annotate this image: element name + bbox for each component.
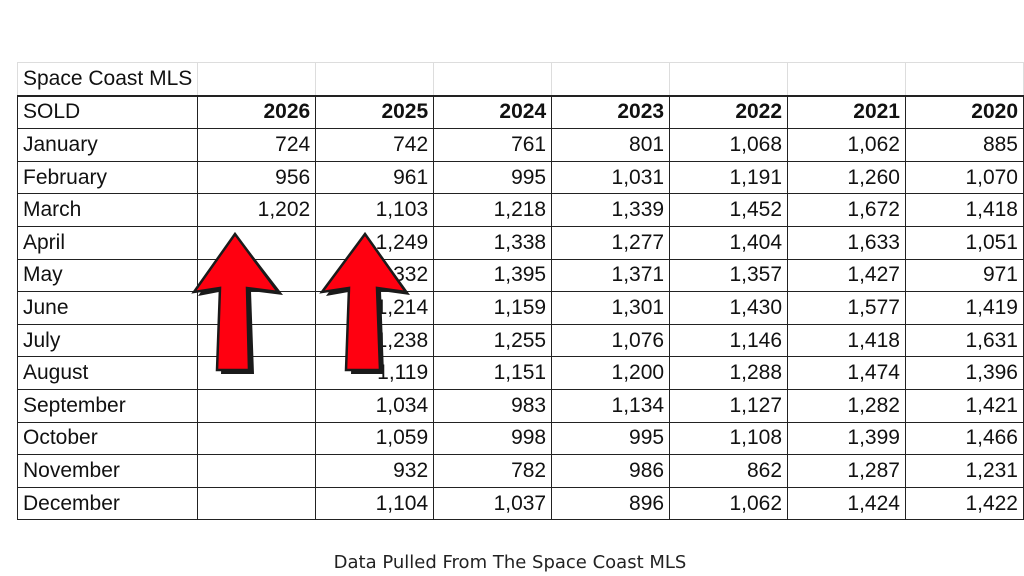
value-cell: 1,031 (551, 160, 671, 195)
value-cell: 1,034 (315, 388, 435, 423)
value-cell: 1,418 (904, 193, 1024, 227)
value-cell: 1,282 (787, 388, 906, 423)
value-cell: 1,202 (197, 193, 317, 227)
value-cell: 1,301 (551, 291, 671, 325)
value-cell: 1,466 (904, 421, 1024, 456)
value-cell: 1,076 (551, 323, 671, 358)
value-cell: 1,452 (669, 193, 789, 227)
month-cell: April (16, 225, 199, 260)
year-header: 2021 (787, 95, 906, 130)
value-cell: 1,277 (551, 225, 671, 260)
up-arrow-icon (319, 231, 410, 374)
value-cell: 1,255 (433, 323, 553, 358)
table-row: November 932 782 986 862 1,287 1,231 (16, 454, 1024, 488)
value-cell: 1,424 (787, 486, 906, 521)
value-cell: 1,051 (904, 225, 1024, 260)
value-cell: 1,108 (669, 421, 789, 456)
value-cell: 983 (433, 388, 553, 423)
value-cell: 1,404 (669, 225, 789, 260)
value-cell: 995 (433, 160, 553, 195)
month-cell: October (16, 421, 199, 456)
value-cell: 1,059 (315, 421, 435, 456)
value-cell: 1,146 (669, 323, 789, 358)
value-cell: 1,070 (904, 160, 1024, 195)
value-cell: 1,104 (315, 486, 435, 521)
table-row: April 1,249 1,338 1,277 1,404 1,633 1,051 (16, 225, 1024, 260)
month-cell: May (16, 258, 199, 293)
value-cell: 932 (315, 454, 435, 488)
value-cell: 1,430 (669, 291, 789, 325)
value-cell: 862 (669, 454, 789, 488)
table-row: December 1,104 1,037 896 1,062 1,424 1,422 (16, 486, 1024, 521)
value-cell (197, 388, 317, 423)
month-cell: March (16, 193, 199, 227)
month-cell: November (16, 454, 199, 488)
month-cell: June (16, 291, 199, 325)
value-cell: 1,399 (787, 421, 906, 456)
value-cell: 1,427 (787, 258, 906, 293)
value-cell: 896 (551, 486, 671, 521)
value-cell: 742 (315, 128, 435, 162)
value-cell: 1,633 (787, 225, 906, 260)
year-header: 2022 (669, 95, 789, 130)
month-cell: February (16, 160, 199, 195)
table-title: Space Coast MLS (16, 61, 199, 97)
value-cell: 1,062 (669, 486, 789, 521)
value-cell: 1,231 (904, 454, 1024, 488)
title-row: Space Coast MLS (16, 61, 1024, 97)
value-cell: 885 (904, 128, 1024, 162)
month-cell: January (16, 128, 199, 162)
value-cell: 1,395 (433, 258, 553, 293)
month-cell: July (16, 323, 199, 358)
value-cell (197, 291, 317, 325)
table-row: March 1,202 1,103 1,218 1,339 1,452 1,672 1,418 (16, 193, 1024, 227)
value-cell: 1,419 (904, 291, 1024, 325)
value-cell: 801 (551, 128, 671, 162)
year-header: 2026 (197, 95, 317, 130)
value-cell: 1,037 (433, 486, 553, 521)
table-row: June 1,214 1,159 1,301 1,430 1,577 1,419 (16, 291, 1024, 325)
caption: Data Pulled From The Space Coast MLS (333, 552, 687, 573)
table-row: September 1,034 983 1,134 1,127 1,282 1,421 (16, 388, 1024, 423)
value-cell: 1,474 (787, 356, 906, 390)
row-header: SOLD (16, 95, 199, 130)
value-cell: 1,134 (551, 388, 671, 423)
value-cell: 998 (433, 421, 553, 456)
value-cell: 1,338 (433, 225, 553, 260)
value-cell: 1,218 (433, 193, 553, 227)
value-cell: 724 (197, 128, 317, 162)
value-cell (197, 225, 317, 260)
up-arrow-icon (191, 231, 283, 374)
year-header: 2023 (551, 95, 671, 130)
month-cell: December (16, 486, 199, 521)
value-cell (197, 486, 317, 521)
value-cell: 1,422 (904, 486, 1024, 521)
year-header: 2025 (315, 95, 435, 130)
sales-table: Space Coast MLS SOLD 2026 2025 2024 2023 2022 2… (16, 61, 1024, 521)
value-cell: 1,127 (669, 388, 789, 423)
value-cell: 1,357 (669, 258, 789, 293)
table-row: February 956 961 995 1,031 1,191 1,260 1,070 (16, 160, 1024, 195)
value-cell: 1,421 (904, 388, 1024, 423)
header-row: SOLD 2026 2025 2024 2023 2022 2021 2020 (16, 95, 1024, 130)
value-cell: 1,068 (669, 128, 789, 162)
value-cell: 961 (315, 160, 435, 195)
table-row: October 1,059 998 995 1,108 1,399 1,466 (16, 421, 1024, 456)
year-header: 2024 (433, 95, 553, 130)
month-cell: August (16, 356, 199, 390)
table-row: July 1,238 1,255 1,076 1,146 1,418 1,631 (16, 323, 1024, 358)
value-cell: 1,103 (315, 193, 435, 227)
year-header: 2020 (904, 95, 1024, 130)
value-cell: 995 (551, 421, 671, 456)
value-cell: 956 (197, 160, 317, 195)
value-cell: 1,159 (433, 291, 553, 325)
